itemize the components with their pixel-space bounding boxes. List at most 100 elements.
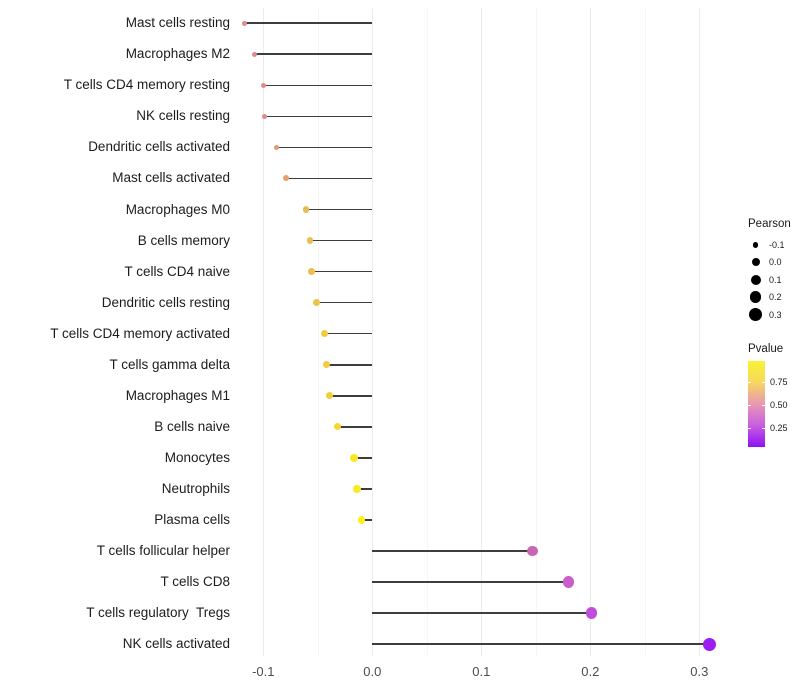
lollipop-stick (244, 22, 373, 24)
category-label: Macrophages M2 (125, 46, 230, 62)
lollipop-dot (702, 637, 716, 651)
size-legend-label: 0.0 (769, 257, 782, 268)
category-label: T cells follicular helper (96, 543, 230, 559)
lollipop-dot (326, 392, 334, 400)
major-gridline (699, 8, 701, 656)
lollipop-stick (263, 84, 373, 87)
lollipop-stick (372, 612, 592, 614)
category-label: Mast cells resting (125, 15, 230, 31)
lollipop-stick (276, 146, 373, 149)
lollipop-dot (562, 576, 575, 588)
category-label: T cells CD4 naive (124, 263, 230, 279)
major-gridline (263, 8, 265, 656)
category-label: T cells regulatory Tregs (86, 605, 230, 621)
category-label: Monocytes (164, 449, 230, 465)
x-tick-label: 0.3 (690, 664, 709, 679)
size-legend-label: 0.1 (769, 274, 782, 285)
lollipop-dot (320, 330, 328, 338)
size-legend-label: -0.1 (769, 240, 785, 250)
lollipop-stick (326, 363, 373, 366)
gradient-tick (762, 428, 765, 430)
lollipop-dot (306, 237, 314, 244)
gradient-tick (762, 381, 765, 383)
x-tick-label: 0.1 (472, 664, 491, 679)
size-legend-title: Pearson (748, 218, 791, 230)
lollipop-stick (372, 550, 533, 552)
lollipop-stick (305, 208, 373, 211)
lollipop-stick (357, 488, 373, 490)
category-label: T cells gamma delta (109, 356, 230, 372)
lollipop-stick (353, 457, 373, 459)
size-legend-dot (750, 274, 761, 285)
category-label: Neutrophils (161, 480, 230, 496)
lollipop-dot (585, 607, 598, 619)
category-label: Macrophages M0 (125, 201, 230, 217)
pvalue-tick-label: 0.25 (770, 423, 788, 434)
lollipop-dot (242, 20, 248, 26)
lollipop-dot (323, 361, 330, 369)
lollipop-dot (527, 545, 538, 557)
color-legend-title: Pvalue (748, 343, 784, 355)
lollipop-dot (357, 516, 366, 524)
category-label: B cells naive (154, 418, 230, 434)
minor-gridline (317, 8, 319, 656)
lollipop-stick (316, 301, 373, 304)
pvalue-tick-label: 0.50 (770, 400, 788, 410)
major-gridline (481, 8, 483, 656)
size-legend-dot (749, 308, 763, 322)
lollipop-stick (254, 53, 373, 56)
lollipop-stick (372, 581, 569, 583)
pvalue-tick-label: 0.75 (770, 376, 788, 387)
category-label: Macrophages M1 (125, 387, 230, 403)
gradient-tick (748, 428, 751, 430)
size-legend-dot (751, 258, 760, 267)
lollipop-stick (324, 332, 373, 335)
category-label: T cells CD4 memory resting (63, 77, 230, 93)
lollipop-dot (273, 144, 280, 151)
lollipop-dot (313, 299, 321, 307)
minor-gridline (644, 8, 646, 656)
lollipop-stick (337, 426, 373, 428)
category-label: Plasma cells (154, 512, 230, 527)
lollipop-dot (302, 206, 310, 213)
gradient-tick (748, 405, 751, 406)
lollipop-stick (361, 519, 373, 521)
gradient-tick (762, 405, 765, 406)
size-legend-dot (749, 291, 762, 303)
lollipop-dot (349, 454, 358, 462)
size-legend-dot (753, 242, 759, 248)
lollipop-dot (307, 268, 315, 275)
lollipop-dot (283, 175, 290, 182)
x-tick-label: 0.2 (581, 664, 600, 679)
size-legend-label: 0.3 (769, 309, 782, 320)
lollipop-dot (252, 51, 258, 57)
lollipop-dot (353, 485, 361, 493)
lollipop-dot (333, 423, 342, 431)
lollipop-dot (261, 113, 268, 120)
pvalue-gradient-bar (748, 361, 765, 447)
category-label: Dendritic cells activated (88, 139, 230, 155)
lollipop-stick (311, 270, 373, 273)
category-label: Mast cells activated (112, 170, 230, 186)
lollipop-stick (286, 177, 373, 180)
size-legend-label: 0.2 (769, 292, 782, 303)
lollipop-stick (310, 239, 373, 242)
major-gridline (590, 8, 592, 656)
category-label: B cells memory (137, 232, 230, 248)
major-gridline (372, 8, 374, 656)
lollipop-stick (329, 395, 373, 397)
category-label: T cells CD8 (160, 574, 230, 590)
category-label: T cells CD4 memory activated (50, 325, 230, 341)
x-tick-label: -0.1 (252, 664, 275, 679)
lollipop-dot (260, 82, 266, 88)
lollipop-stick (264, 115, 373, 118)
category-label: NK cells resting (136, 108, 230, 124)
category-label: Dendritic cells resting (101, 294, 230, 310)
category-label: NK cells activated (122, 636, 230, 652)
lollipop-stick (372, 643, 710, 645)
minor-gridline (535, 8, 537, 656)
minor-gridline (426, 8, 428, 656)
x-tick-label: 0.0 (363, 664, 382, 679)
gradient-tick (748, 381, 751, 383)
